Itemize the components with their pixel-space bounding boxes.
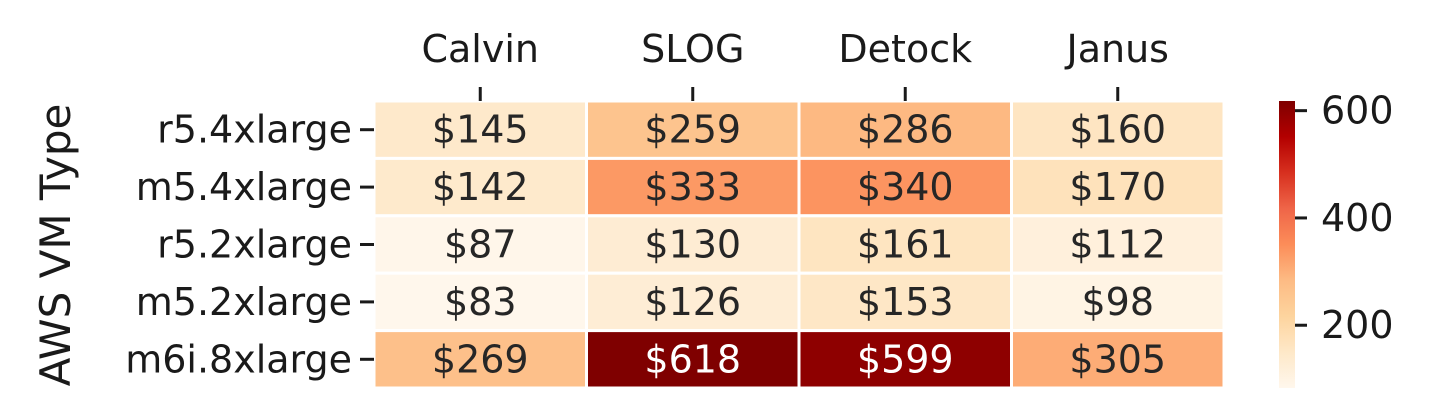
column-labels: Calvin SLOG Detock Janus — [421, 27, 1169, 101]
column-label: Detock — [838, 27, 972, 71]
row-label: m5.4xlarge — [136, 165, 352, 209]
cell-value-label: $126 — [644, 280, 741, 324]
row-label: m6i.8xlarge — [125, 337, 352, 381]
colorbar-tick-label: 400 — [1321, 196, 1394, 240]
cell-value-label: $170 — [1069, 165, 1166, 209]
colorbar-ticks: 200 400 600 — [1295, 89, 1394, 347]
cell-value-label: $87 — [444, 223, 517, 267]
heatmap-cell — [1010, 156, 1226, 218]
heatmap-cell — [585, 99, 801, 160]
cell-value-label: $142 — [432, 165, 529, 209]
cell-value-label: $98 — [1081, 280, 1154, 324]
colorbar-gradient — [1279, 101, 1295, 388]
column-label: SLOG — [641, 27, 744, 71]
heatmap-cell — [585, 214, 801, 275]
heatmap-cell — [797, 329, 1013, 390]
cell-value-label: $340 — [857, 165, 954, 209]
colorbar — [1279, 101, 1295, 388]
cell-value-label: $618 — [644, 337, 741, 381]
column-label: Calvin — [421, 27, 539, 71]
cell-value-label: $269 — [432, 337, 529, 381]
heatmap-cell — [1010, 99, 1226, 160]
heatmap-cell — [1010, 329, 1226, 390]
y-axis-title: AWS VM Type — [31, 104, 80, 387]
colorbar-tick-label: 200 — [1321, 303, 1394, 347]
cell-value-label: $161 — [857, 223, 954, 267]
cell-value-label: $112 — [1069, 223, 1166, 267]
cell-value-label: $259 — [644, 108, 741, 152]
cell-value-label: $599 — [857, 337, 954, 381]
colorbar-tick-label: 600 — [1321, 89, 1394, 133]
row-label: r5.4xlarge — [157, 108, 352, 152]
heatmap-cell — [585, 156, 801, 218]
heatmap-cell — [1010, 271, 1226, 333]
heatmap-cell — [1010, 214, 1226, 275]
column-label: Janus — [1065, 27, 1169, 71]
cell-value-label: $130 — [644, 223, 741, 267]
cell-value-label: $83 — [444, 280, 517, 324]
cell-value-label: $286 — [857, 108, 954, 152]
cell-value-label: $153 — [857, 280, 954, 324]
row-label: r5.2xlarge — [157, 223, 352, 267]
row-labels: r5.4xlarge m5.4xlarge r5.2xlarge m5.2xlarge… — [125, 108, 374, 381]
heatmap-cell — [585, 271, 801, 333]
row-label: m5.2xlarge — [136, 280, 352, 324]
cell-value-label: $145 — [432, 108, 529, 152]
heatmap-cells: $145 $259 $286 $160 $142 $333 $340 $170 $87 $130 $… — [372, 99, 1226, 390]
cell-value-label: $305 — [1069, 337, 1166, 381]
cell-value-label: $160 — [1069, 108, 1166, 152]
cell-value-label: $333 — [644, 165, 741, 209]
